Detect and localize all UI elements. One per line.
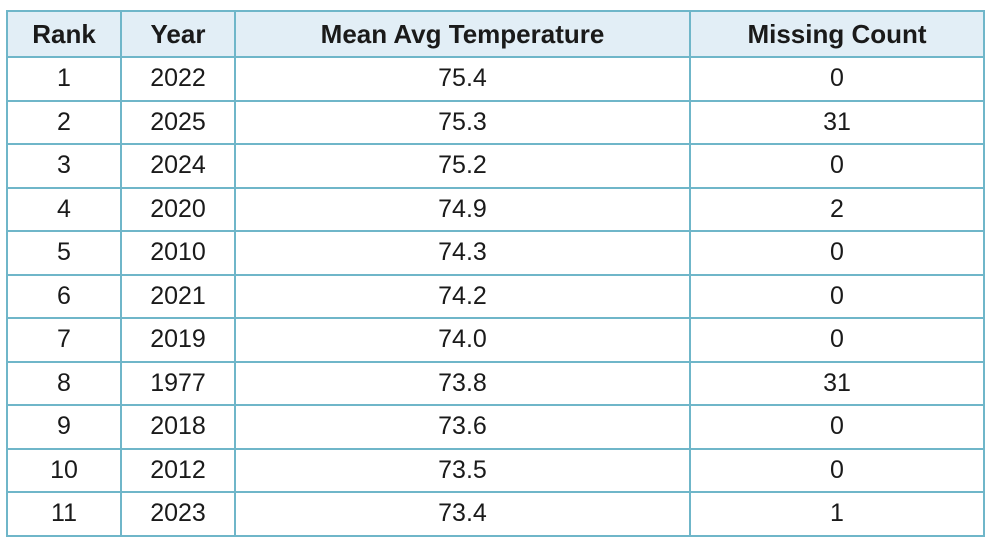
cell-year: 2022: [120, 56, 236, 102]
cell-rank: 9: [6, 404, 122, 450]
temperature-ranking-table: Rank Year Mean Avg Temperature Missing C…: [6, 10, 985, 537]
header-mean-avg-temperature: Mean Avg Temperature: [234, 10, 691, 58]
cell-year: 2021: [120, 273, 236, 319]
cell-missing-count: 31: [689, 99, 985, 145]
table-container: Rank Year Mean Avg Temperature Missing C…: [6, 10, 985, 537]
cell-rank: 7: [6, 317, 122, 363]
cell-mean-avg-temperature: 74.9: [234, 186, 691, 232]
cell-missing-count: 0: [689, 143, 985, 189]
cell-missing-count: 0: [689, 404, 985, 450]
cell-mean-avg-temperature: 74.3: [234, 230, 691, 276]
cell-rank: 4: [6, 186, 122, 232]
cell-missing-count: 0: [689, 56, 985, 102]
cell-year: 2025: [120, 99, 236, 145]
cell-missing-count: 0: [689, 447, 985, 493]
table-row: 11 2023 73.4 1: [6, 491, 985, 537]
cell-missing-count: 0: [689, 317, 985, 363]
cell-year: 2012: [120, 447, 236, 493]
table-row: 10 2012 73.5 0: [6, 447, 985, 493]
cell-year: 2010: [120, 230, 236, 276]
header-year: Year: [120, 10, 236, 58]
cell-year: 2023: [120, 491, 236, 537]
cell-mean-avg-temperature: 74.2: [234, 273, 691, 319]
cell-rank: 2: [6, 99, 122, 145]
cell-missing-count: 1: [689, 491, 985, 537]
cell-rank: 11: [6, 491, 122, 537]
cell-mean-avg-temperature: 75.4: [234, 56, 691, 102]
cell-mean-avg-temperature: 74.0: [234, 317, 691, 363]
cell-rank: 3: [6, 143, 122, 189]
cell-mean-avg-temperature: 73.6: [234, 404, 691, 450]
table-row: 7 2019 74.0 0: [6, 317, 985, 363]
table-row: 8 1977 73.8 31: [6, 360, 985, 406]
cell-mean-avg-temperature: 73.4: [234, 491, 691, 537]
cell-year: 2018: [120, 404, 236, 450]
cell-rank: 5: [6, 230, 122, 276]
cell-mean-avg-temperature: 73.5: [234, 447, 691, 493]
cell-rank: 1: [6, 56, 122, 102]
cell-mean-avg-temperature: 73.8: [234, 360, 691, 406]
cell-missing-count: 31: [689, 360, 985, 406]
table-row: 9 2018 73.6 0: [6, 404, 985, 450]
cell-year: 2020: [120, 186, 236, 232]
table-row: 5 2010 74.3 0: [6, 230, 985, 276]
table-row: 6 2021 74.2 0: [6, 273, 985, 319]
cell-mean-avg-temperature: 75.2: [234, 143, 691, 189]
header-rank: Rank: [6, 10, 122, 58]
cell-rank: 6: [6, 273, 122, 319]
cell-missing-count: 0: [689, 230, 985, 276]
table-row: 3 2024 75.2 0: [6, 143, 985, 189]
cell-mean-avg-temperature: 75.3: [234, 99, 691, 145]
table-row: 4 2020 74.9 2: [6, 186, 985, 232]
table-header-row: Rank Year Mean Avg Temperature Missing C…: [6, 10, 985, 58]
cell-rank: 8: [6, 360, 122, 406]
table-row: 2 2025 75.3 31: [6, 99, 985, 145]
table-row: 1 2022 75.4 0: [6, 56, 985, 102]
cell-year: 2024: [120, 143, 236, 189]
cell-year: 2019: [120, 317, 236, 363]
cell-rank: 10: [6, 447, 122, 493]
cell-missing-count: 0: [689, 273, 985, 319]
cell-missing-count: 2: [689, 186, 985, 232]
cell-year: 1977: [120, 360, 236, 406]
header-missing-count: Missing Count: [689, 10, 985, 58]
